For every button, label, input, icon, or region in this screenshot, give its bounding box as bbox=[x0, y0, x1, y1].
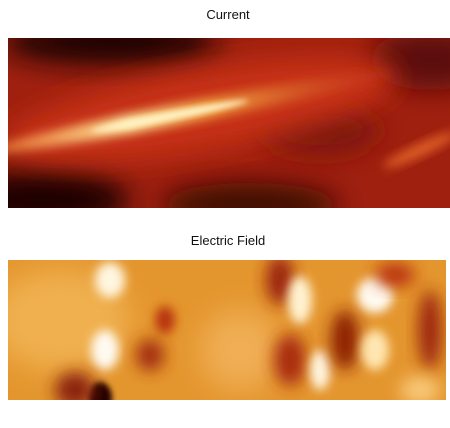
panel-title: Current bbox=[206, 7, 250, 22]
current-heatmap bbox=[8, 38, 450, 208]
panel-title: Electric Field bbox=[191, 233, 265, 248]
electric-field-heatmap bbox=[8, 260, 446, 400]
